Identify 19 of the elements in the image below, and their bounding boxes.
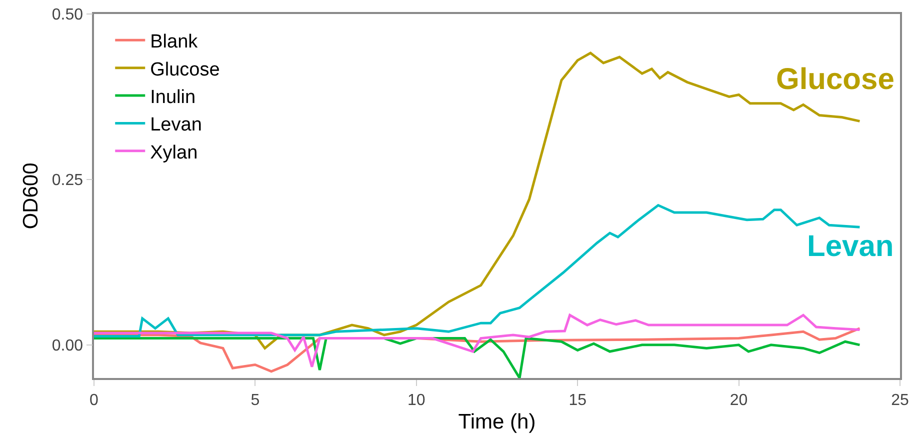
y-tick-label: 0.50: [52, 6, 84, 24]
legend-label: Blank: [150, 32, 198, 53]
x-tick-label: 0: [90, 392, 99, 409]
x-tick-label: 5: [250, 392, 260, 409]
annotation: Levan: [807, 230, 894, 263]
x-tick-label: 25: [891, 392, 909, 409]
legend-label: Xylan: [150, 142, 198, 164]
x-axis-title: Time (h): [458, 410, 536, 434]
x-tick-label: 20: [730, 392, 748, 409]
legend-label: Glucose: [150, 59, 220, 80]
annotation: Glucose: [776, 63, 894, 96]
y-tick-label: 0.00: [52, 338, 84, 355]
y-tick-label: 0.25: [52, 172, 84, 190]
x-tick-label: 15: [568, 392, 587, 409]
legend-label: Levan: [150, 114, 202, 136]
legend-label: Inulin: [150, 86, 196, 108]
x-tick-label: 10: [408, 392, 426, 409]
line-series: [94, 314, 861, 368]
y-axis-title: OD600: [20, 162, 43, 230]
